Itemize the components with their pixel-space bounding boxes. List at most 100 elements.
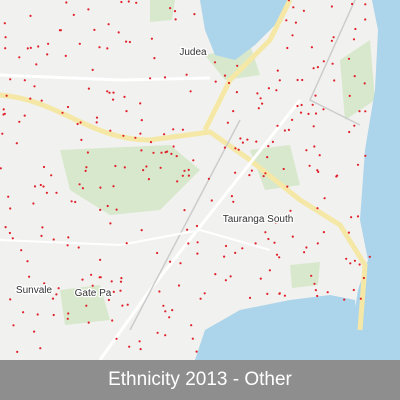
dot bbox=[33, 185, 37, 188]
dot bbox=[292, 6, 295, 9]
dot bbox=[254, 242, 257, 245]
dot bbox=[64, 54, 67, 58]
caption: Ethnicity 2013 - Other bbox=[0, 360, 400, 400]
dot bbox=[350, 216, 353, 219]
dot bbox=[332, 36, 335, 39]
dot bbox=[168, 316, 171, 319]
dot bbox=[135, 1, 138, 4]
dot bbox=[241, 141, 244, 144]
dot bbox=[169, 260, 172, 263]
dot bbox=[323, 197, 326, 200]
dot bbox=[352, 38, 356, 41]
dot bbox=[196, 241, 199, 244]
dot bbox=[353, 124, 356, 127]
dot bbox=[128, 345, 131, 348]
place-label: Sunvale bbox=[16, 285, 53, 296]
dot bbox=[246, 138, 249, 141]
dot bbox=[286, 46, 289, 50]
dot bbox=[187, 174, 190, 177]
dot bbox=[95, 116, 99, 119]
dot bbox=[352, 288, 355, 292]
dot bbox=[112, 98, 115, 101]
dot bbox=[326, 291, 329, 294]
dot bbox=[1, 132, 4, 135]
dot bbox=[160, 151, 163, 154]
dot bbox=[175, 155, 178, 158]
dot bbox=[99, 276, 102, 279]
dot bbox=[4, 47, 7, 50]
dot bbox=[236, 64, 239, 67]
dot bbox=[33, 85, 36, 88]
park bbox=[60, 145, 200, 215]
dot bbox=[115, 208, 118, 211]
dot bbox=[262, 175, 265, 178]
dot bbox=[9, 207, 12, 210]
dot bbox=[207, 177, 210, 180]
dot bbox=[183, 169, 186, 172]
dot bbox=[173, 10, 177, 13]
dot bbox=[112, 91, 115, 94]
dot bbox=[79, 121, 82, 124]
dot bbox=[264, 172, 267, 175]
dot bbox=[229, 275, 232, 278]
dot bbox=[66, 317, 69, 320]
dot bbox=[267, 237, 270, 241]
dot bbox=[108, 91, 111, 94]
dot bbox=[156, 251, 159, 255]
dot bbox=[156, 331, 159, 334]
dot bbox=[115, 337, 118, 340]
dot bbox=[22, 311, 25, 314]
dot bbox=[313, 282, 316, 285]
dot bbox=[177, 284, 181, 287]
dot bbox=[84, 169, 87, 172]
dot bbox=[139, 132, 142, 135]
dot bbox=[66, 244, 69, 247]
dot bbox=[128, 40, 131, 44]
dot bbox=[29, 97, 32, 100]
dot bbox=[210, 199, 213, 202]
dot bbox=[164, 310, 167, 313]
dot bbox=[85, 166, 88, 169]
dot bbox=[23, 79, 26, 82]
dot bbox=[364, 18, 367, 21]
dot bbox=[87, 8, 90, 11]
water bbox=[195, 295, 360, 360]
dot bbox=[55, 293, 58, 296]
dot bbox=[259, 277, 262, 280]
dot bbox=[42, 185, 45, 188]
dot bbox=[275, 89, 278, 92]
dot bbox=[95, 121, 98, 124]
dot bbox=[349, 262, 352, 265]
dot bbox=[43, 282, 46, 285]
dot bbox=[300, 103, 303, 107]
dot bbox=[170, 152, 173, 155]
dot bbox=[4, 36, 7, 39]
dot bbox=[169, 7, 172, 10]
railway bbox=[309, 0, 361, 126]
dot bbox=[316, 207, 319, 210]
dot bbox=[163, 76, 167, 79]
dot-layer bbox=[0, 0, 371, 353]
dot bbox=[267, 145, 270, 148]
dot bbox=[331, 62, 334, 65]
dot bbox=[121, 304, 124, 307]
dot bbox=[140, 119, 143, 122]
dot bbox=[150, 37, 153, 40]
dot bbox=[32, 202, 35, 205]
dot bbox=[291, 235, 294, 238]
dot bbox=[191, 337, 194, 340]
dot bbox=[3, 112, 6, 115]
dot bbox=[283, 294, 286, 297]
dot bbox=[139, 102, 142, 105]
dot bbox=[287, 0, 290, 2]
dot bbox=[234, 147, 237, 150]
dot bbox=[134, 136, 137, 139]
dot bbox=[271, 140, 274, 143]
dot bbox=[70, 200, 73, 203]
dot bbox=[312, 67, 315, 70]
dot bbox=[266, 156, 269, 159]
map: Judea Tauranga South Sunvale Gate Pa bbox=[0, 0, 400, 360]
dot bbox=[81, 278, 84, 281]
dot bbox=[185, 73, 188, 76]
